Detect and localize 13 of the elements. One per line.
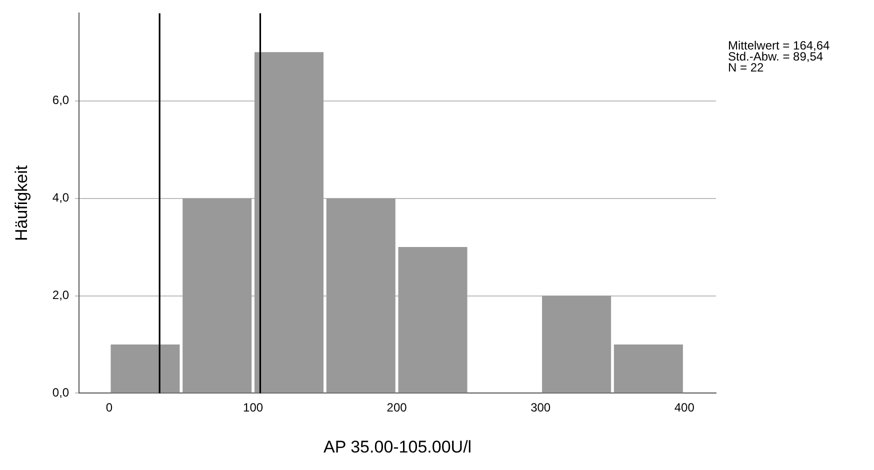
x-tick-label: 300 (530, 400, 551, 415)
x-tick-label: 100 (243, 400, 264, 415)
text: Mittelwert = 164,64 (728, 38, 830, 52)
x-tick-label: 0 (106, 400, 113, 415)
y-axis-title: Häufigkeit (12, 165, 31, 242)
y-tick-label: 2,0 (52, 288, 70, 302)
y-tick-label: 6,0 (52, 93, 70, 108)
y-tick-label: 4,0 (52, 190, 70, 205)
x-tick-label: 200 (386, 400, 408, 415)
x-tick-label: 400 (674, 400, 695, 415)
x-axis-title: AP 35.00-105.00U/l (324, 437, 472, 456)
y-tick-label: 0,0 (52, 386, 70, 400)
text: N = 22 (728, 60, 764, 74)
